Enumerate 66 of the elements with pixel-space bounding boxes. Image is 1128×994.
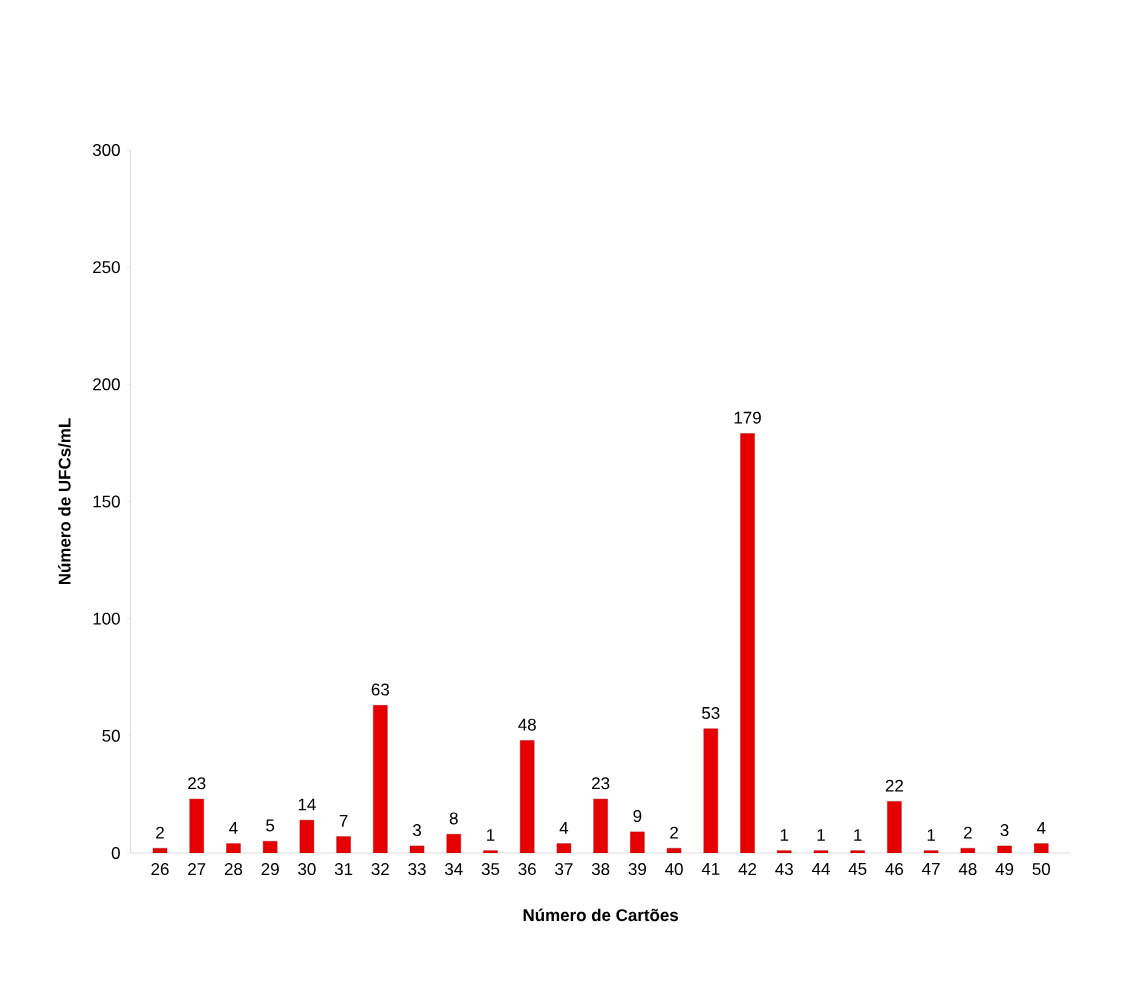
bar <box>189 798 204 853</box>
x-tick-label: 35 <box>481 863 500 876</box>
y-tick-label: 100 <box>93 612 120 625</box>
x-tick-label: 42 <box>738 863 757 875</box>
data-label: 1 <box>927 829 935 841</box>
data-label: 179 <box>734 411 761 424</box>
x-tick-label: 28 <box>224 863 243 876</box>
data-label: 9 <box>633 810 642 823</box>
x-tick-label: 41 <box>701 863 720 875</box>
y-tick-label: 50 <box>102 729 120 742</box>
data-label: 48 <box>518 718 536 731</box>
x-tick-label: 38 <box>591 863 610 876</box>
x-tick-label: 26 <box>151 863 169 876</box>
y-tick-label: 0 <box>111 846 120 859</box>
y-tick-label: 150 <box>93 495 120 508</box>
bar <box>373 705 388 853</box>
y-tick-label: 300 <box>92 143 120 156</box>
x-tick-label: 47 <box>922 863 940 875</box>
data-label: 4 <box>1036 822 1046 834</box>
x-tick-label: 40 <box>665 863 683 876</box>
x-tick-label: 39 <box>628 863 646 876</box>
data-label: 4 <box>229 822 238 834</box>
bar <box>593 798 608 853</box>
data-label: 1 <box>780 829 789 841</box>
x-axis-title: Número de Cartões <box>523 908 679 922</box>
data-label: 23 <box>592 777 610 790</box>
data-label: 53 <box>702 706 720 719</box>
x-tick-label: 29 <box>261 863 279 876</box>
x-tick-label: 44 <box>811 863 830 875</box>
data-label: 3 <box>412 824 421 837</box>
data-label: 2 <box>670 826 678 839</box>
data-label: 2 <box>156 826 164 839</box>
data-label: 14 <box>298 798 316 811</box>
x-tick-label: 33 <box>408 863 426 876</box>
x-tick-label: 46 <box>885 863 904 876</box>
x-tick-label: 43 <box>775 863 793 876</box>
bar <box>887 801 902 853</box>
data-label: 1 <box>854 829 862 841</box>
x-tick-label: 30 <box>298 863 316 876</box>
x-tick-label: 36 <box>518 863 536 876</box>
data-label: 7 <box>339 815 348 827</box>
data-label: 1 <box>817 829 825 841</box>
data-label: 5 <box>266 819 275 832</box>
x-tick-label: 34 <box>444 863 463 876</box>
x-tick-label: 45 <box>848 863 867 875</box>
x-tick-label: 32 <box>371 863 389 876</box>
y-tick-label: 200 <box>93 378 120 391</box>
x-tick-label: 48 <box>958 863 977 876</box>
data-label: 1 <box>487 829 495 841</box>
data-label: 22 <box>885 779 903 792</box>
x-tick-label: 27 <box>188 863 206 875</box>
data-label: 23 <box>188 777 206 790</box>
data-label: 63 <box>371 683 389 696</box>
data-label: 2 <box>963 826 972 839</box>
x-tick-label: 31 <box>334 863 353 876</box>
data-label: 4 <box>559 822 569 834</box>
data-label: 8 <box>449 812 458 825</box>
y-axis-title: Número de UFCs/mL <box>58 418 71 585</box>
bar <box>520 740 535 853</box>
bar <box>740 433 755 853</box>
bar <box>703 728 718 853</box>
x-tick-label: 49 <box>995 863 1014 876</box>
y-tick-label: 250 <box>93 261 120 274</box>
data-label: 3 <box>1000 824 1009 837</box>
x-tick-label: 50 <box>1032 863 1051 876</box>
x-tick-label: 37 <box>555 863 573 876</box>
